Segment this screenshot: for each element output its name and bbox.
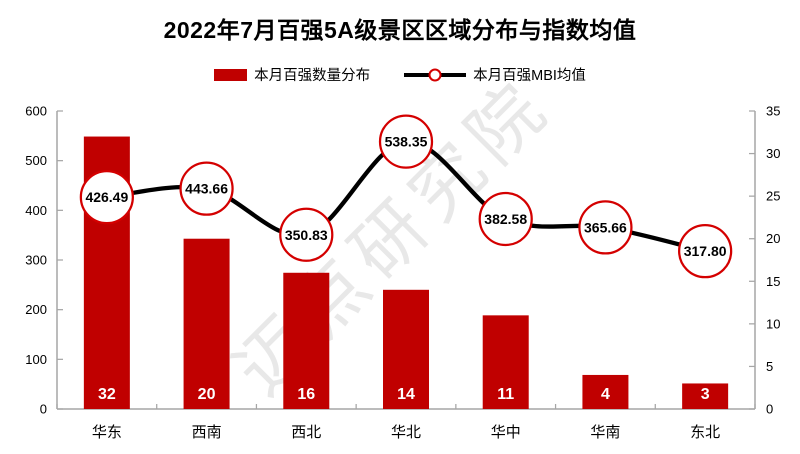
bar <box>482 315 529 409</box>
bar-value-label: 16 <box>297 386 315 403</box>
right-axis-tick-label: 0 <box>766 402 773 417</box>
left-axis-tick-label: 100 <box>25 352 47 367</box>
left-axis-tick-label: 200 <box>25 302 47 317</box>
data-point-label: 365.66 <box>584 219 627 235</box>
legend-item-bar-series: 本月百强数量分布 <box>214 64 370 85</box>
category-label: 华南 <box>590 424 620 441</box>
legend-label-line-series: 本月百强MBI均值 <box>473 68 586 84</box>
bar-value-label: 20 <box>198 386 216 403</box>
left-axis-tick-label: 0 <box>40 402 47 417</box>
right-axis-tick-label: 35 <box>766 104 780 119</box>
category-label: 华北 <box>391 424 421 441</box>
bar-value-label: 3 <box>701 386 710 403</box>
right-axis-tick-label: 20 <box>766 231 780 246</box>
bar <box>183 238 230 409</box>
bar-value-label: 14 <box>397 386 415 403</box>
bar <box>383 289 429 409</box>
right-axis-tick-label: 10 <box>766 316 780 331</box>
category-label: 西北 <box>291 424 321 441</box>
category-label: 东北 <box>690 424 720 441</box>
legend-item-line-series: 本月百强MBI均值 <box>404 64 586 85</box>
data-point-label: 443.66 <box>185 181 228 197</box>
data-point-label: 317.80 <box>684 243 727 259</box>
right-axis-tick-label: 15 <box>766 274 780 289</box>
data-point-marker <box>678 224 733 279</box>
data-point-marker <box>378 114 434 169</box>
left-axis-tick-label: 400 <box>25 203 47 218</box>
data-point-marker <box>279 207 334 262</box>
right-axis-tick-label: 25 <box>766 189 780 204</box>
chart-title: 2022年7月百强5A级景区区域分布与指数均值 <box>163 17 637 43</box>
category-label: 华东 <box>92 424 122 441</box>
data-point-marker <box>478 191 533 247</box>
right-axis-tick-label: 30 <box>766 146 780 161</box>
category-label: 华中 <box>491 424 521 441</box>
right-axis-tick-label: 5 <box>766 359 773 374</box>
legend-label-bar-series: 本月百强数量分布 <box>254 68 371 84</box>
legend: 本月百强数量分布 本月百强MBI均值 <box>0 64 800 85</box>
bar-value-label: 4 <box>601 386 610 403</box>
data-point-marker <box>79 170 134 225</box>
left-axis-tick-label: 600 <box>25 104 47 119</box>
bar-swatch-icon <box>214 68 248 81</box>
line-marker-icon <box>404 68 467 82</box>
data-point-label: 350.83 <box>285 227 328 243</box>
data-point-label: 538.35 <box>385 134 428 150</box>
category-label: 西南 <box>192 424 222 441</box>
left-axis-tick-label: 500 <box>25 153 47 168</box>
data-point-label: 382.58 <box>484 211 527 227</box>
bar-value-label: 11 <box>497 386 514 403</box>
bar <box>582 374 629 409</box>
bar-value-label: 32 <box>98 386 116 403</box>
circle-dot-icon <box>428 68 442 81</box>
data-point-marker <box>578 200 633 255</box>
bar <box>283 272 330 409</box>
bar <box>682 383 729 409</box>
left-axis-tick-label: 300 <box>25 253 47 268</box>
data-point-marker <box>179 161 234 216</box>
data-point-label: 426.49 <box>85 189 128 205</box>
